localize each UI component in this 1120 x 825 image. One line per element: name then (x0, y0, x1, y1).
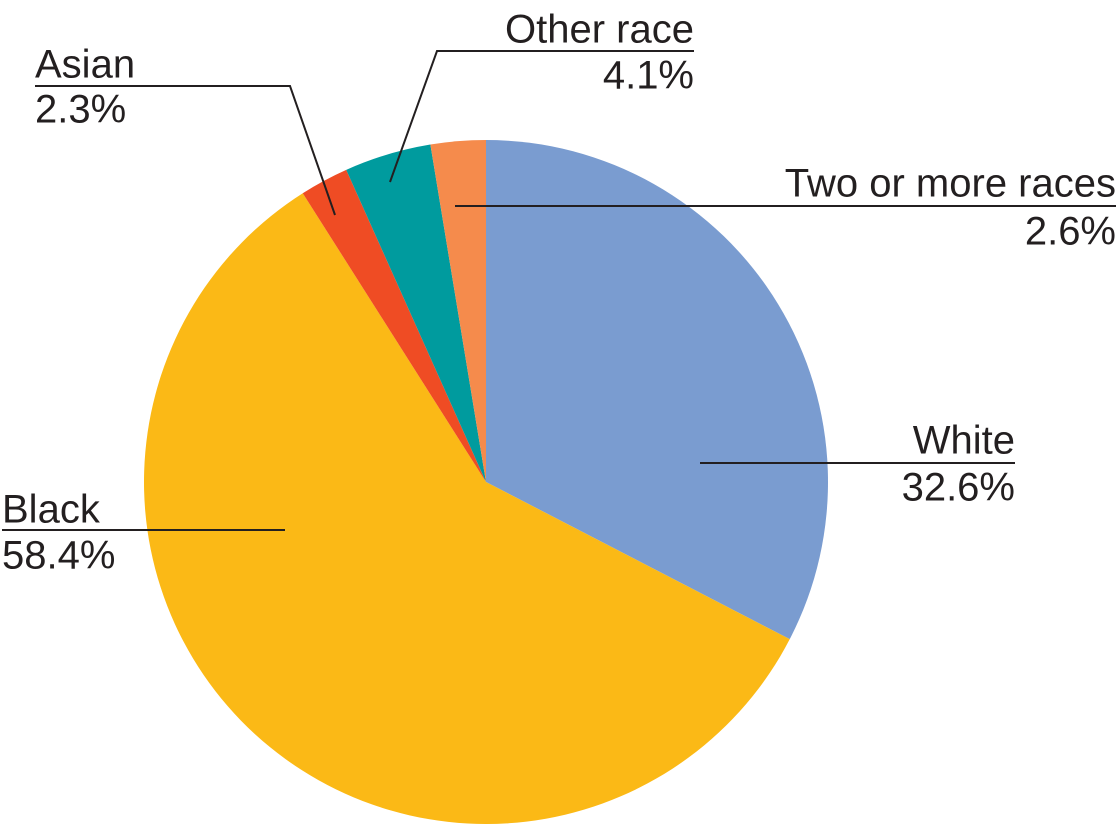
leader-line (389, 50, 694, 183)
value-label: 32.6% (902, 466, 1015, 510)
leader-line (35, 85, 336, 216)
pie-slice (346, 144, 486, 482)
pie-slice (486, 140, 828, 640)
pie-slice (144, 193, 790, 824)
value-label: 2.3% (35, 88, 126, 132)
slice-label: Two or more races (785, 162, 1116, 206)
value-label: 58.4% (2, 534, 115, 578)
pie-slice (430, 140, 486, 482)
slice-label: Asian (35, 43, 135, 87)
value-label: 2.6% (1025, 210, 1116, 254)
slice-label: White (913, 419, 1015, 463)
value-label: 4.1% (603, 54, 694, 98)
slice-label: Black (2, 488, 101, 532)
slice-label: Other race (505, 8, 694, 52)
pie-slice (302, 169, 486, 482)
